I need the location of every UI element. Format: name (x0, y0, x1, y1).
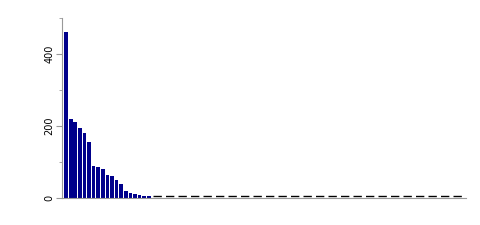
Bar (73, 122, 77, 198)
Bar (133, 194, 137, 198)
Bar (120, 184, 123, 198)
Bar (78, 128, 82, 198)
Bar (115, 180, 119, 198)
Bar (110, 176, 114, 198)
Bar (101, 169, 105, 198)
Bar (138, 195, 142, 198)
Bar (64, 32, 68, 198)
Bar (83, 133, 86, 198)
Bar (106, 175, 109, 198)
Bar (69, 119, 72, 198)
Bar (92, 166, 96, 198)
Bar (129, 193, 132, 198)
Bar (142, 196, 146, 198)
Bar (87, 142, 91, 198)
Bar (124, 191, 128, 198)
Bar (96, 167, 100, 198)
Bar (147, 196, 151, 198)
